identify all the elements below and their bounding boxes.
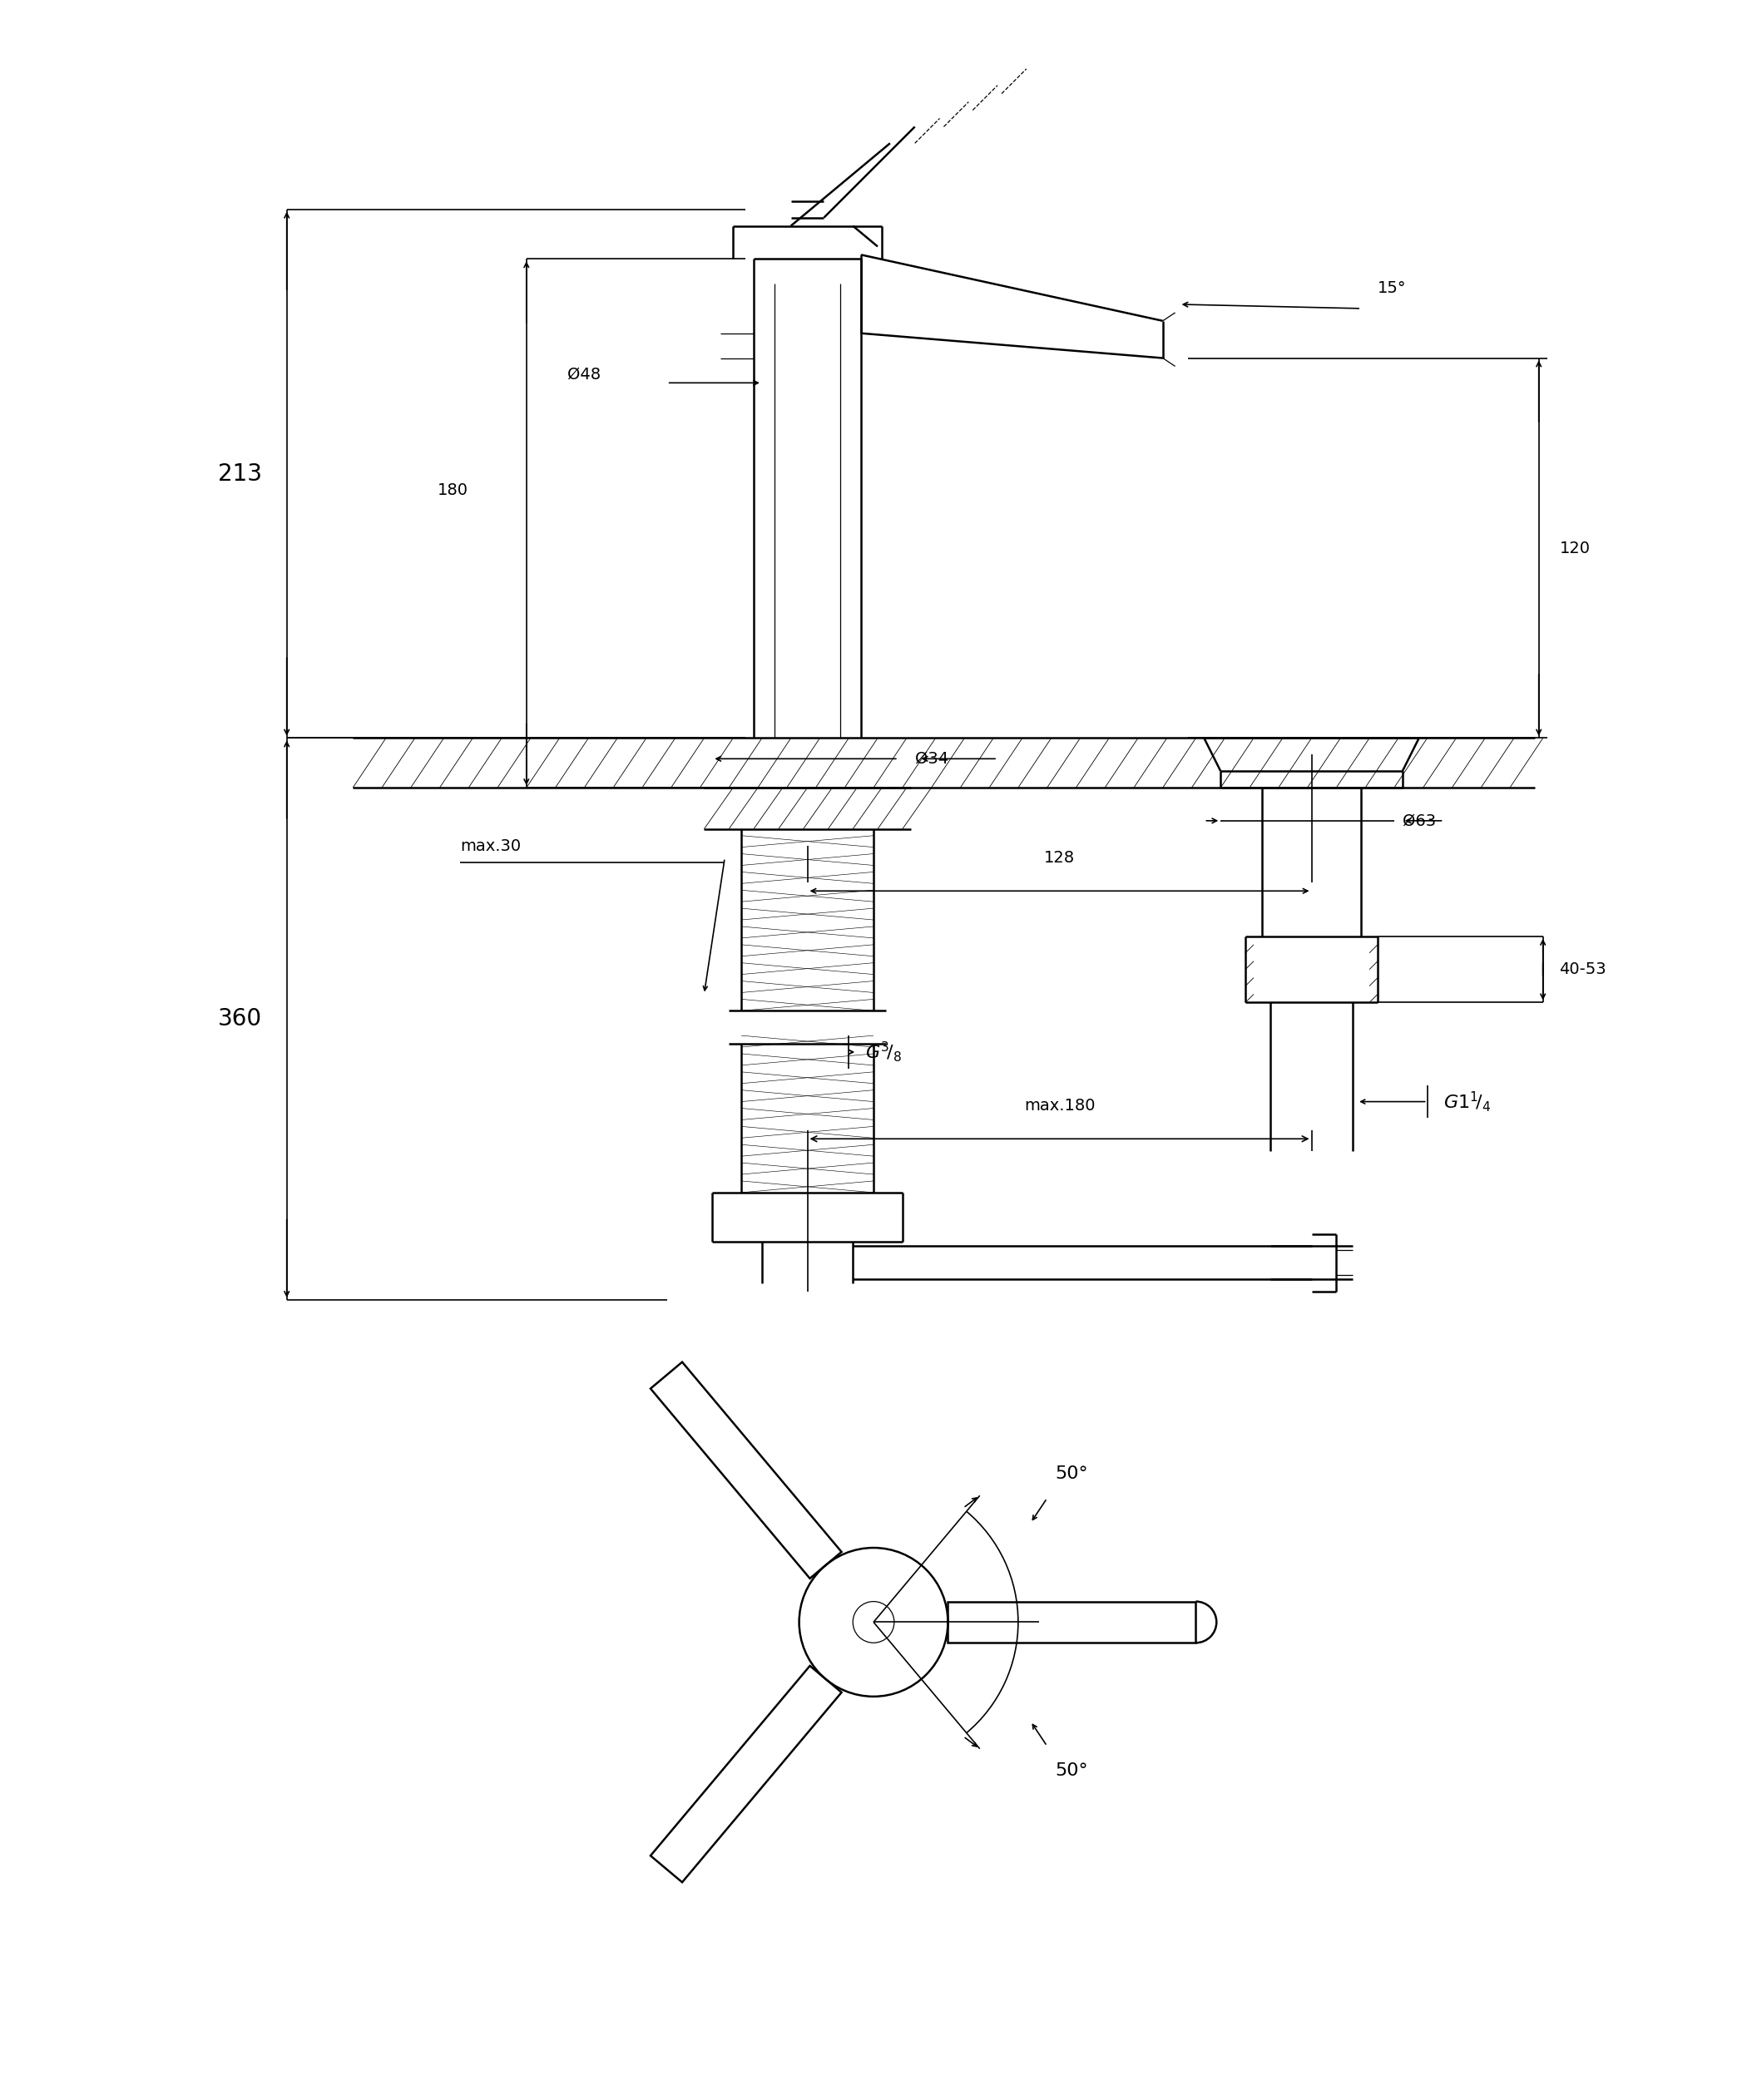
- Text: 50°: 50°: [1055, 1762, 1088, 1779]
- Text: 213: 213: [217, 462, 263, 485]
- Text: 128: 128: [1044, 850, 1076, 865]
- Text: Ø34: Ø34: [915, 752, 948, 766]
- Text: 180: 180: [438, 483, 468, 498]
- Text: 40-53: 40-53: [1559, 962, 1607, 976]
- Text: max.30: max.30: [461, 838, 520, 855]
- Text: 50°: 50°: [1055, 1466, 1088, 1483]
- Text: 360: 360: [217, 1008, 263, 1031]
- Text: $G^3\!/_8$: $G^3\!/_8$: [865, 1040, 902, 1065]
- Text: $G1^1\!/_4$: $G1^1\!/_4$: [1444, 1090, 1491, 1113]
- Text: Ø63: Ø63: [1402, 813, 1437, 830]
- Text: 15°: 15°: [1377, 279, 1407, 296]
- Text: max.180: max.180: [1023, 1098, 1095, 1113]
- Text: Ø48: Ø48: [568, 368, 601, 382]
- Text: 120: 120: [1559, 540, 1591, 557]
